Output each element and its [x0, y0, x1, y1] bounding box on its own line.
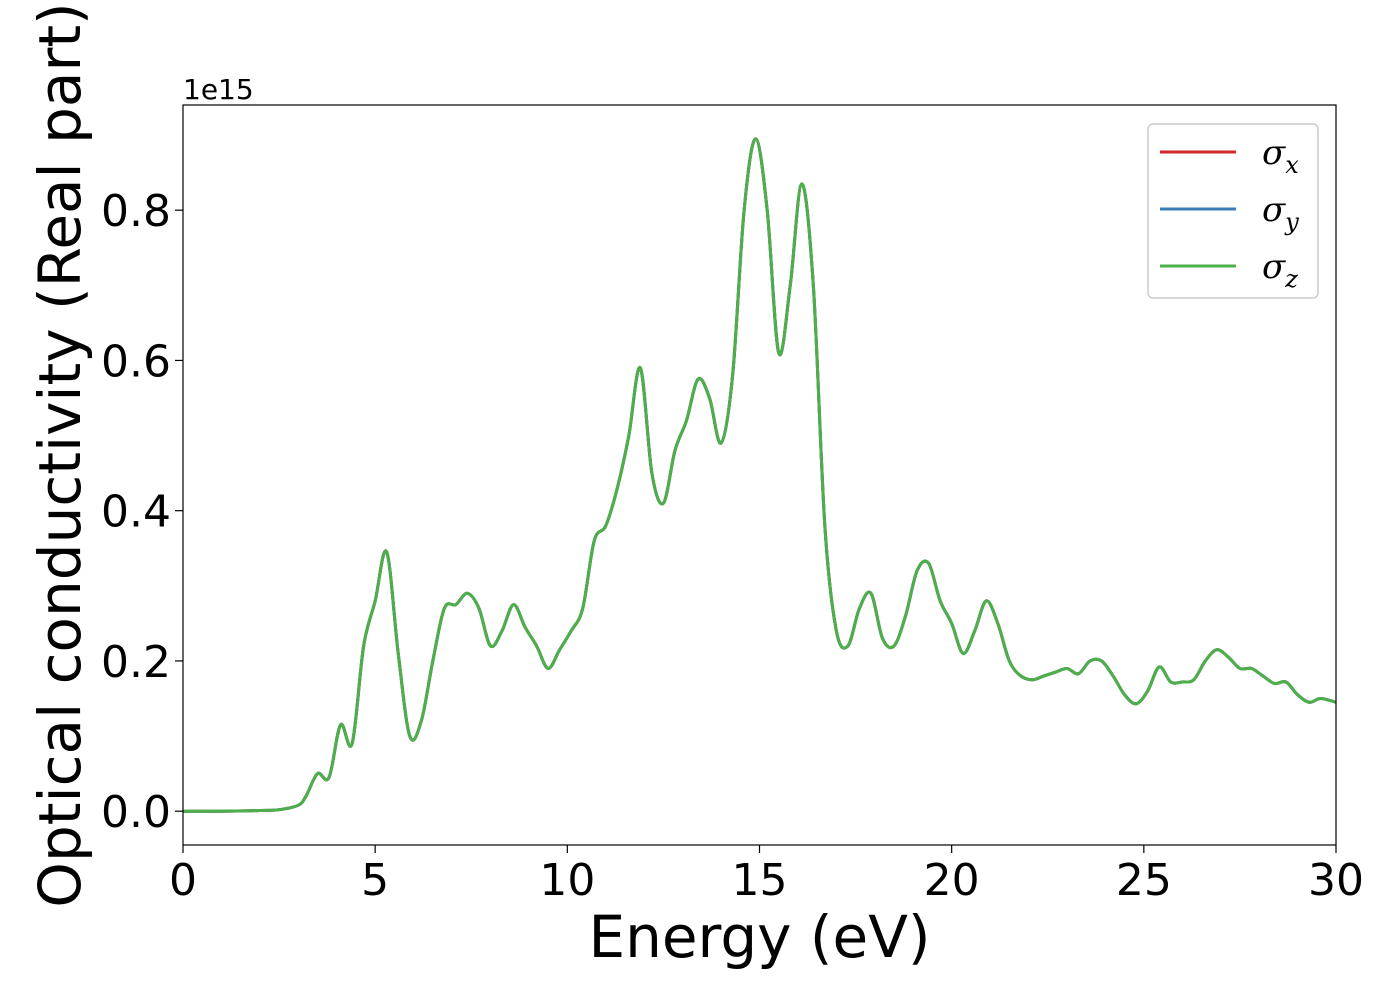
legend-entry: σz — [1262, 247, 1298, 293]
legend-box — [1147, 123, 1319, 299]
y-tick-label: 0.4 — [101, 487, 171, 538]
x-tick-label: 20 — [924, 855, 980, 906]
legend: σx σy σz — [1147, 123, 1319, 299]
x-tick-label: 30 — [1308, 855, 1364, 906]
y-axis-label: Optical conductivity (Real part) — [26, 2, 94, 907]
series-line-3 — [183, 137, 1336, 813]
legend-entry: σx — [1262, 133, 1299, 179]
x-axis-label: Energy (eV) — [588, 903, 930, 971]
y-axis-ticks: 0.0 0.2 0.4 0.6 0.8 — [101, 186, 183, 838]
y-tick-label: 0.8 — [101, 186, 171, 237]
y-tick-label: 0.2 — [101, 637, 171, 688]
x-tick-label: 5 — [361, 855, 389, 906]
x-axis-ticks: 0 5 10 15 20 25 30 — [169, 845, 1364, 906]
y-tick-label: 0.0 — [101, 787, 171, 838]
x-tick-label: 0 — [169, 855, 197, 906]
y-tick-label: 0.6 — [101, 336, 171, 387]
series-layer — [183, 137, 1336, 813]
x-tick-label: 10 — [539, 855, 595, 906]
y-offset-label: 1e15 — [183, 73, 254, 106]
legend-entry: σy — [1262, 190, 1299, 236]
x-tick-label: 15 — [732, 855, 788, 906]
x-tick-label: 25 — [1116, 855, 1172, 906]
